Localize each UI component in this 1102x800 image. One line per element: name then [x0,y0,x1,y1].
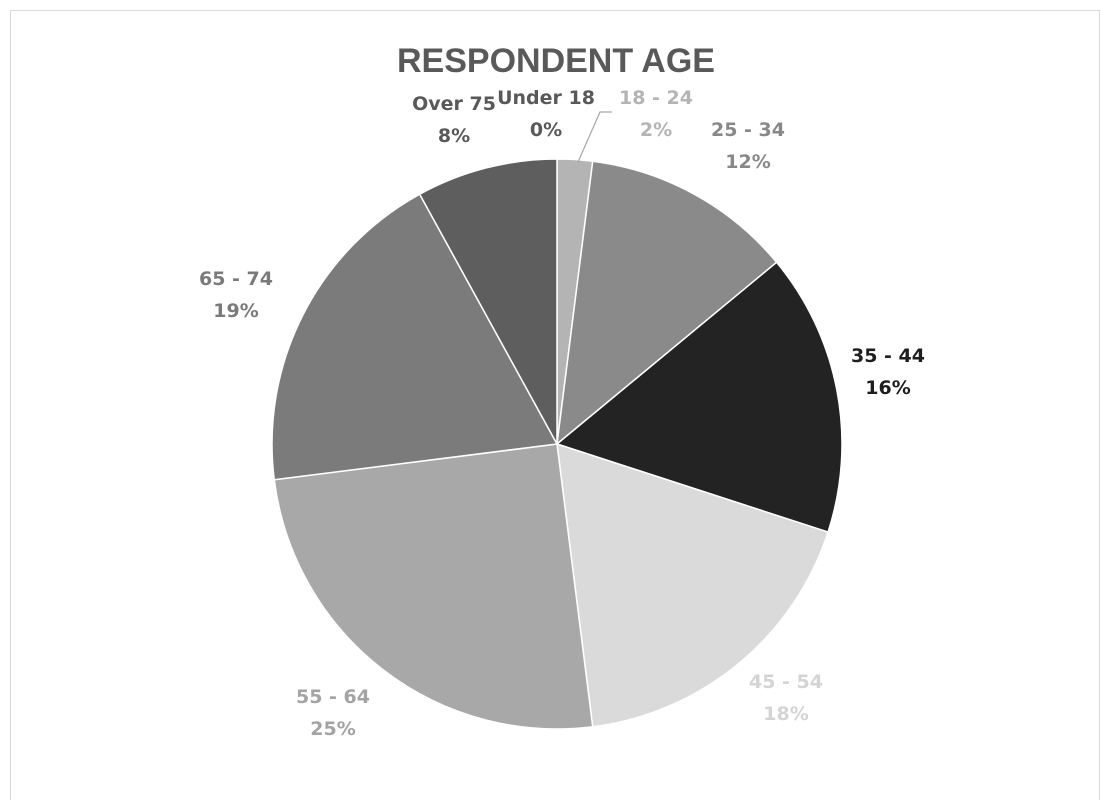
slice-label-under-18: Under 18 [497,87,595,109]
slice-label-45-54: 45 - 54 [749,671,823,693]
slice-percent-35-44: 16% [865,377,910,399]
slice-label-18-24: 18 - 24 [619,87,693,109]
leader-lines [577,111,612,163]
slice-percent-65-74: 19% [213,300,258,322]
slice-label-65-74: 65 - 74 [199,268,273,290]
slice-label-35-44: 35 - 44 [851,345,925,367]
slice-label-25-34: 25 - 34 [711,119,785,141]
slice-percent-25-34: 12% [725,151,770,173]
pie-slices [271,158,843,730]
slice-label-55-64: 55 - 64 [296,686,370,708]
pie-slice-over-75 [418,158,558,445]
leader-line-18-24 [577,111,612,163]
pie-slice-35-44 [555,261,843,534]
pie-slice-65-74 [271,193,559,481]
chart-frame [10,10,1100,800]
slice-percent-over-75: 8% [438,125,470,147]
data-labels: Under 18 0% 18 - 24 2% 25 - 34 12% 35 - 44 16% 4… [199,87,925,740]
slice-percent-45-54: 18% [763,703,808,725]
pie-slice-45-54 [556,442,829,728]
chart-title: RESPONDENT AGE [397,42,715,80]
pie-slice-55-64 [273,443,594,730]
slice-percent-18-24: 2% [640,119,672,141]
slice-percent-55-64: 25% [310,718,355,740]
slice-label-over-75: Over 75 [412,93,496,115]
slice-percent-under-18: 0% [530,119,562,141]
pie-slice-25-34 [556,160,778,446]
